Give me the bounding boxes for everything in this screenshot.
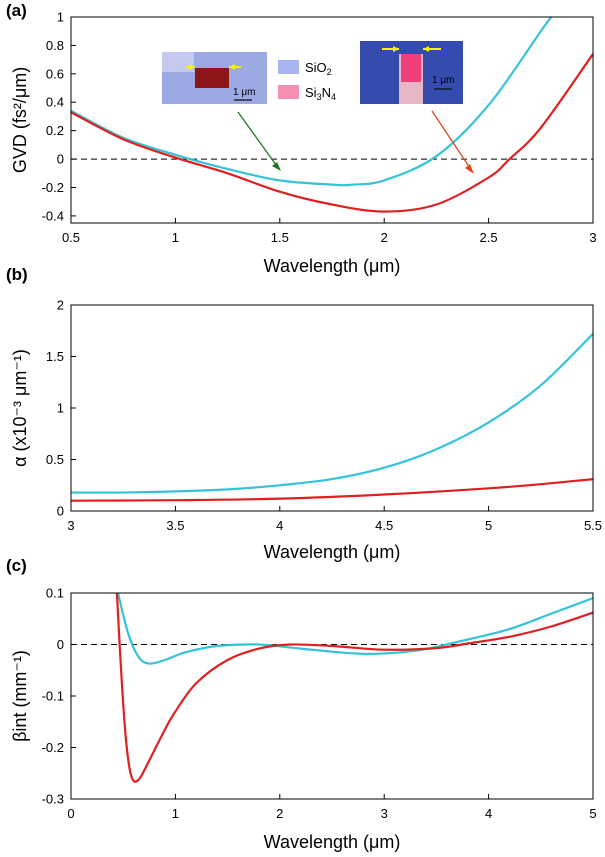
y-tick-label: 0 xyxy=(57,637,64,652)
y-tick-label: 0.1 xyxy=(46,586,64,601)
legend-a: SiO2 Si3N4 xyxy=(278,60,336,102)
y-tick-label: 2 xyxy=(57,298,64,313)
legend-label-si3n4: Si3N4 xyxy=(305,85,336,102)
y-tick-label: 0.6 xyxy=(46,66,64,81)
pointer-arrowhead-red xyxy=(465,164,474,174)
series-line-b-cyan xyxy=(71,333,593,494)
y-tick-labels-c: -0.3 -0.2 -0.1 0 0.1 xyxy=(42,586,64,807)
plot-frame-c xyxy=(70,592,594,800)
legend-swatch-si3n4 xyxy=(278,85,299,99)
y-tick-label: -0.1 xyxy=(42,689,64,704)
y-tick-label: -0.2 xyxy=(42,180,64,195)
x-tick-label: 4.5 xyxy=(375,518,393,533)
x-axis-label-b: Wavelength (μm) xyxy=(264,542,401,562)
tick-marks-a xyxy=(70,16,594,223)
legend-swatch-sio2 xyxy=(278,60,299,74)
x-tick-label: 2 xyxy=(381,230,388,245)
si3n4-core-2 xyxy=(401,54,421,82)
y-tick-label: 0 xyxy=(57,504,64,519)
y-tick-labels-b: 0 0.5 1 1.5 2 xyxy=(46,298,64,519)
x-tick-label: 3.5 xyxy=(166,518,184,533)
sem-inset-sio2-image: 1 μm xyxy=(162,52,267,104)
panel-label-c: (c) xyxy=(6,556,27,575)
series-line-a-cyan xyxy=(71,17,553,187)
x-axis-label-c: Wavelength (μm) xyxy=(264,832,401,852)
tick-marks-c xyxy=(70,592,594,800)
panel-b: (b) 0 0.5 1 1.5 2 3 3.5 4 4.5 5 5.5 Wavelength (μ… xyxy=(6,265,602,562)
x-tick-label: 2.5 xyxy=(480,230,498,245)
y-tick-label: 0.4 xyxy=(46,95,64,110)
x-tick-label: 4 xyxy=(485,806,492,821)
x-tick-label: 0 xyxy=(67,806,74,821)
x-tick-label: 3 xyxy=(589,230,596,245)
x-tick-label: 3 xyxy=(381,806,388,821)
series-line-c-cyan xyxy=(116,593,593,665)
series-group-b xyxy=(71,333,593,502)
series-group-c xyxy=(115,593,593,783)
y-tick-label: 0.8 xyxy=(46,38,64,53)
panel-a: (a) -0.4-0.200.20.40.60.81 0.5 1 1.5 2 2.5 3 … xyxy=(6,1,597,276)
x-tick-labels-b: 3 3.5 4 4.5 5 5.5 xyxy=(67,518,602,533)
pointer-arrow-green xyxy=(237,111,280,170)
y-tick-label: 0.2 xyxy=(46,123,64,138)
x-axis-label-a: Wavelength (μm) xyxy=(264,256,401,276)
x-tick-label: 3 xyxy=(67,518,74,533)
series-line-b-red xyxy=(71,478,593,502)
plot-frame-a xyxy=(70,16,594,224)
y-tick-labels-a: -0.4 -0.2 0 0.2 0.4 0.6 0.8 1 xyxy=(42,10,64,224)
x-tick-label: 4 xyxy=(276,518,283,533)
x-tick-labels-a: 0.5 1 1.5 2 2.5 3 xyxy=(62,230,597,245)
y-tick-label: 1 xyxy=(57,10,64,25)
y-axis-label-b: α (x10⁻³ μm⁻¹) xyxy=(10,349,30,467)
series-group-a xyxy=(71,17,593,213)
x-tick-labels-c: 0 1 2 3 4 5 xyxy=(67,806,596,821)
x-tick-label: 5 xyxy=(485,518,492,533)
panel-label-a: (a) xyxy=(6,1,27,20)
y-tick-label: 1 xyxy=(57,401,64,416)
x-tick-label: 2 xyxy=(276,806,283,821)
plot-frame-b xyxy=(70,304,594,512)
legend-label-sio2: SiO2 xyxy=(305,60,332,77)
y-tick-label: -0.4 xyxy=(42,208,64,223)
series-line-a-red xyxy=(71,53,593,213)
y-axis-label-a: GVD (fs²/μm) xyxy=(10,67,30,173)
x-tick-label: 1.5 xyxy=(271,230,289,245)
y-tick-label: 0 xyxy=(57,152,64,167)
x-tick-label: 1 xyxy=(172,230,179,245)
x-tick-label: 5 xyxy=(589,806,596,821)
x-tick-label: 5.5 xyxy=(584,518,602,533)
y-axis-label-c: βint (mm⁻¹) xyxy=(10,650,30,742)
sem-inset-si3n4-image: 1 μm xyxy=(360,41,463,104)
y-tick-label: 0.5 xyxy=(46,452,64,467)
si3n4-core-1 xyxy=(195,68,229,88)
series-line-c-red xyxy=(115,593,593,783)
scale-bar-label-2: 1 μm xyxy=(432,75,454,86)
x-tick-label: 1 xyxy=(172,806,179,821)
pointer-arrow-red xyxy=(431,110,473,172)
panel-label-b: (b) xyxy=(6,265,28,284)
scale-bar-label-1: 1 μm xyxy=(233,87,255,98)
y-tick-label: 1.5 xyxy=(46,349,64,364)
x-tick-label: 0.5 xyxy=(62,230,80,245)
y-tick-label: -0.2 xyxy=(42,740,64,755)
panel-c: (c) -0.3 -0.2 -0.1 0 0.1 0 1 2 3 4 5 Wavelength (… xyxy=(6,556,597,852)
pointer-arrowhead-green xyxy=(272,162,281,171)
y-tick-label: -0.3 xyxy=(42,792,64,807)
